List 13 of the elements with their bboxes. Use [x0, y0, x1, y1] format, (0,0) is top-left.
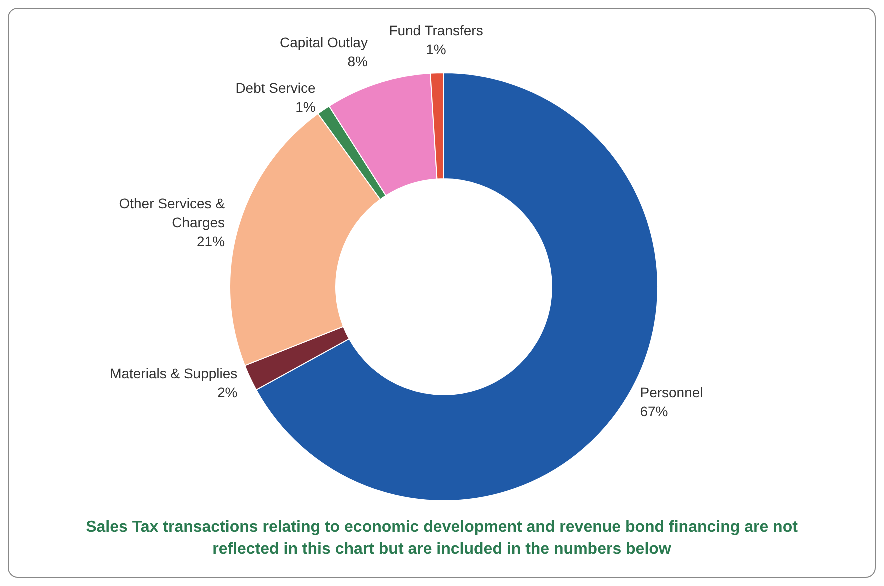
data-label: 67% — [640, 403, 668, 420]
slice-label: Capital Outlay — [280, 34, 368, 50]
slice-label: Debt Service — [236, 80, 316, 96]
data-label: 2% — [217, 384, 238, 400]
slice-label: Other Services & Charges — [119, 195, 226, 230]
slice-label: Personnel — [640, 384, 704, 400]
text: Sales Tax transactions relating to economic development and revenue bond financing are not reflected in this chart but are included in the numbers below — [85, 518, 799, 560]
slice-label: Fund Transfers — [389, 22, 484, 38]
slice-label: Materials & Supplies — [110, 365, 238, 382]
data-label: 1% — [296, 98, 316, 115]
data-label: 1% — [426, 41, 446, 58]
data-label: 21% — [197, 233, 226, 250]
data-label: 8% — [348, 53, 368, 70]
